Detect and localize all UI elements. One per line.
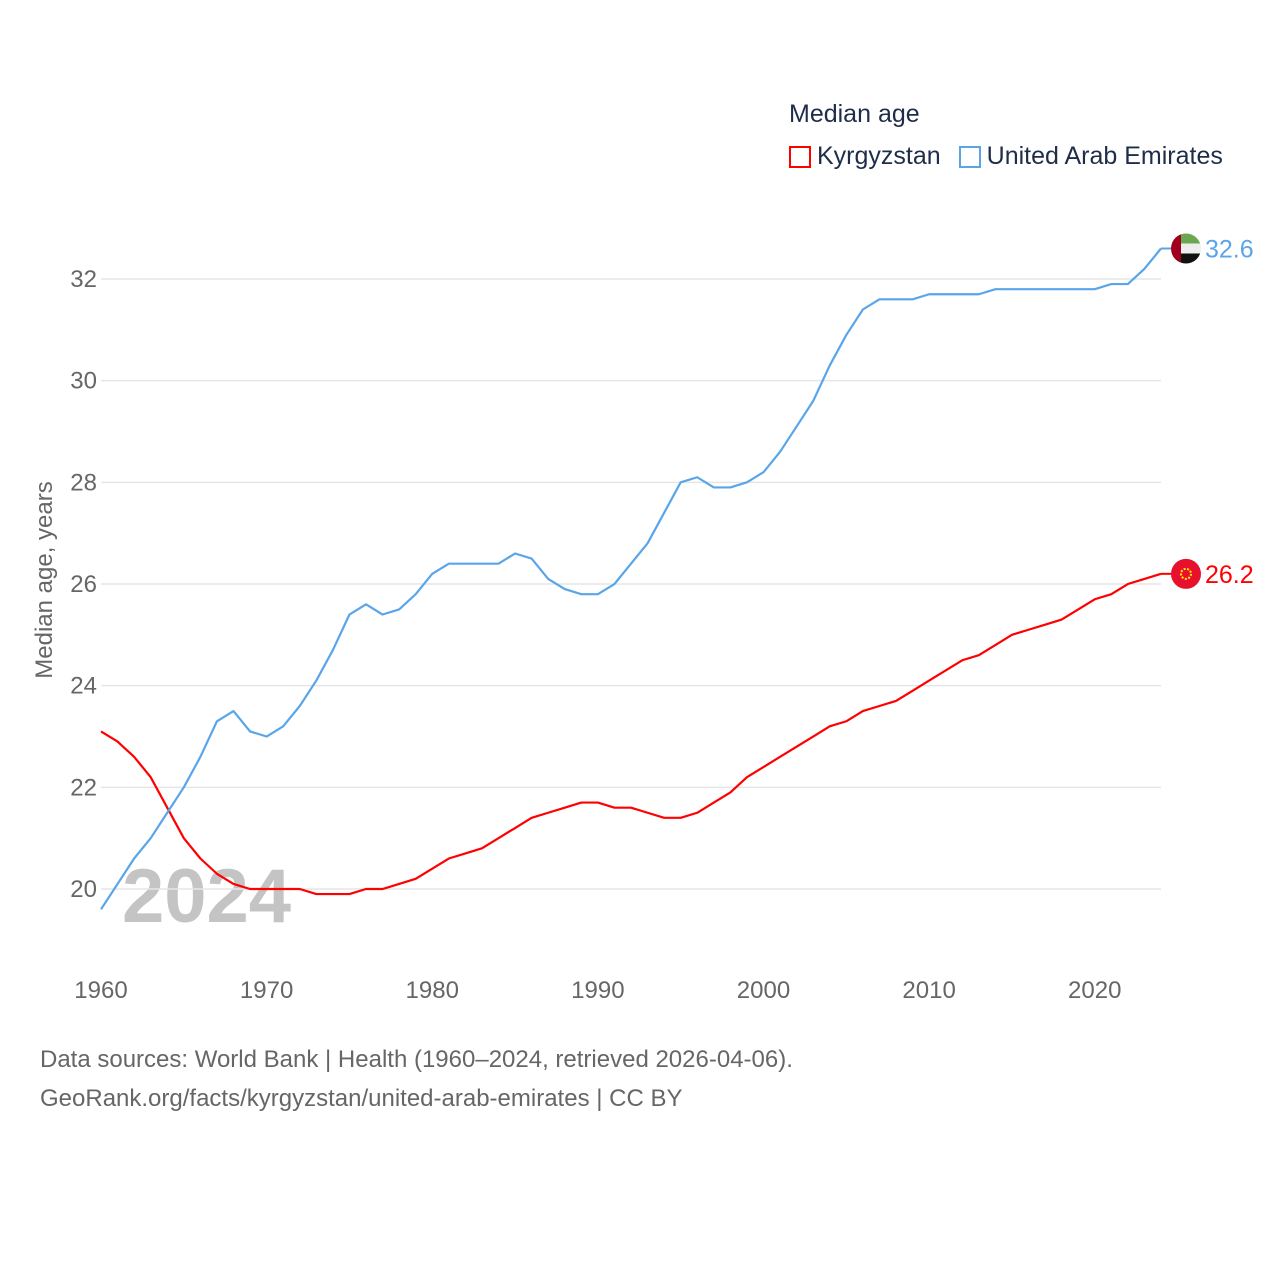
y-tick-label: 30 (70, 368, 97, 395)
flag-body (1171, 233, 1201, 264)
y-axis-label: Median age, years (31, 481, 58, 678)
x-tick-label: 1980 (406, 977, 459, 1004)
flag-red (1171, 233, 1181, 264)
y-tick-label: 24 (70, 673, 97, 700)
y-tick-label: 20 (70, 876, 97, 903)
y-tick-label: 32 (70, 266, 97, 293)
kyrgyzstan-flag-icon (1171, 558, 1201, 589)
flag-black (1171, 253, 1201, 264)
end-value-label: 32.6 (1205, 236, 1254, 264)
year-watermark: 2024 (122, 854, 291, 939)
legend-item-kyrgyzstan[interactable]: Kyrgyzstan (789, 142, 941, 171)
x-tick-label: 2010 (902, 977, 955, 1004)
series-line-uae (100, 247, 1162, 910)
y-tick-label: 22 (70, 774, 97, 801)
legend: Kyrgyzstan United Arab Emirates (789, 142, 1223, 171)
x-tick-label: 2020 (1068, 977, 1121, 1004)
legend-label: United Arab Emirates (986, 142, 1223, 170)
uae-flag-icon (1171, 233, 1201, 264)
source-note: Data sources: World Bank | Health (1960–… (40, 1046, 793, 1073)
legend-label: Kyrgyzstan (817, 142, 941, 170)
legend-swatch-kyrgyzstan (789, 145, 811, 168)
x-tick-label: 1970 (240, 977, 293, 1004)
x-tick-label: 1960 (74, 977, 127, 1004)
x-tick-label: 1990 (571, 977, 624, 1004)
series-line-kyrgyzstan (100, 572, 1162, 896)
source-link[interactable]: GeoRank.org/facts/kyrgyzstan/united-arab… (40, 1085, 683, 1112)
legend-item-uae[interactable]: United Arab Emirates (958, 142, 1223, 171)
flag-white (1171, 243, 1201, 254)
y-tick-label: 26 (70, 571, 97, 598)
end-value-label: 26.2 (1205, 561, 1254, 589)
legend-title: Median age (789, 100, 920, 128)
flag-sun-icon (1180, 567, 1192, 580)
flag-green (1171, 233, 1201, 244)
legend-swatch-uae (958, 145, 981, 168)
y-tick-label: 28 (70, 469, 97, 496)
x-tick-label: 2000 (737, 977, 790, 1004)
